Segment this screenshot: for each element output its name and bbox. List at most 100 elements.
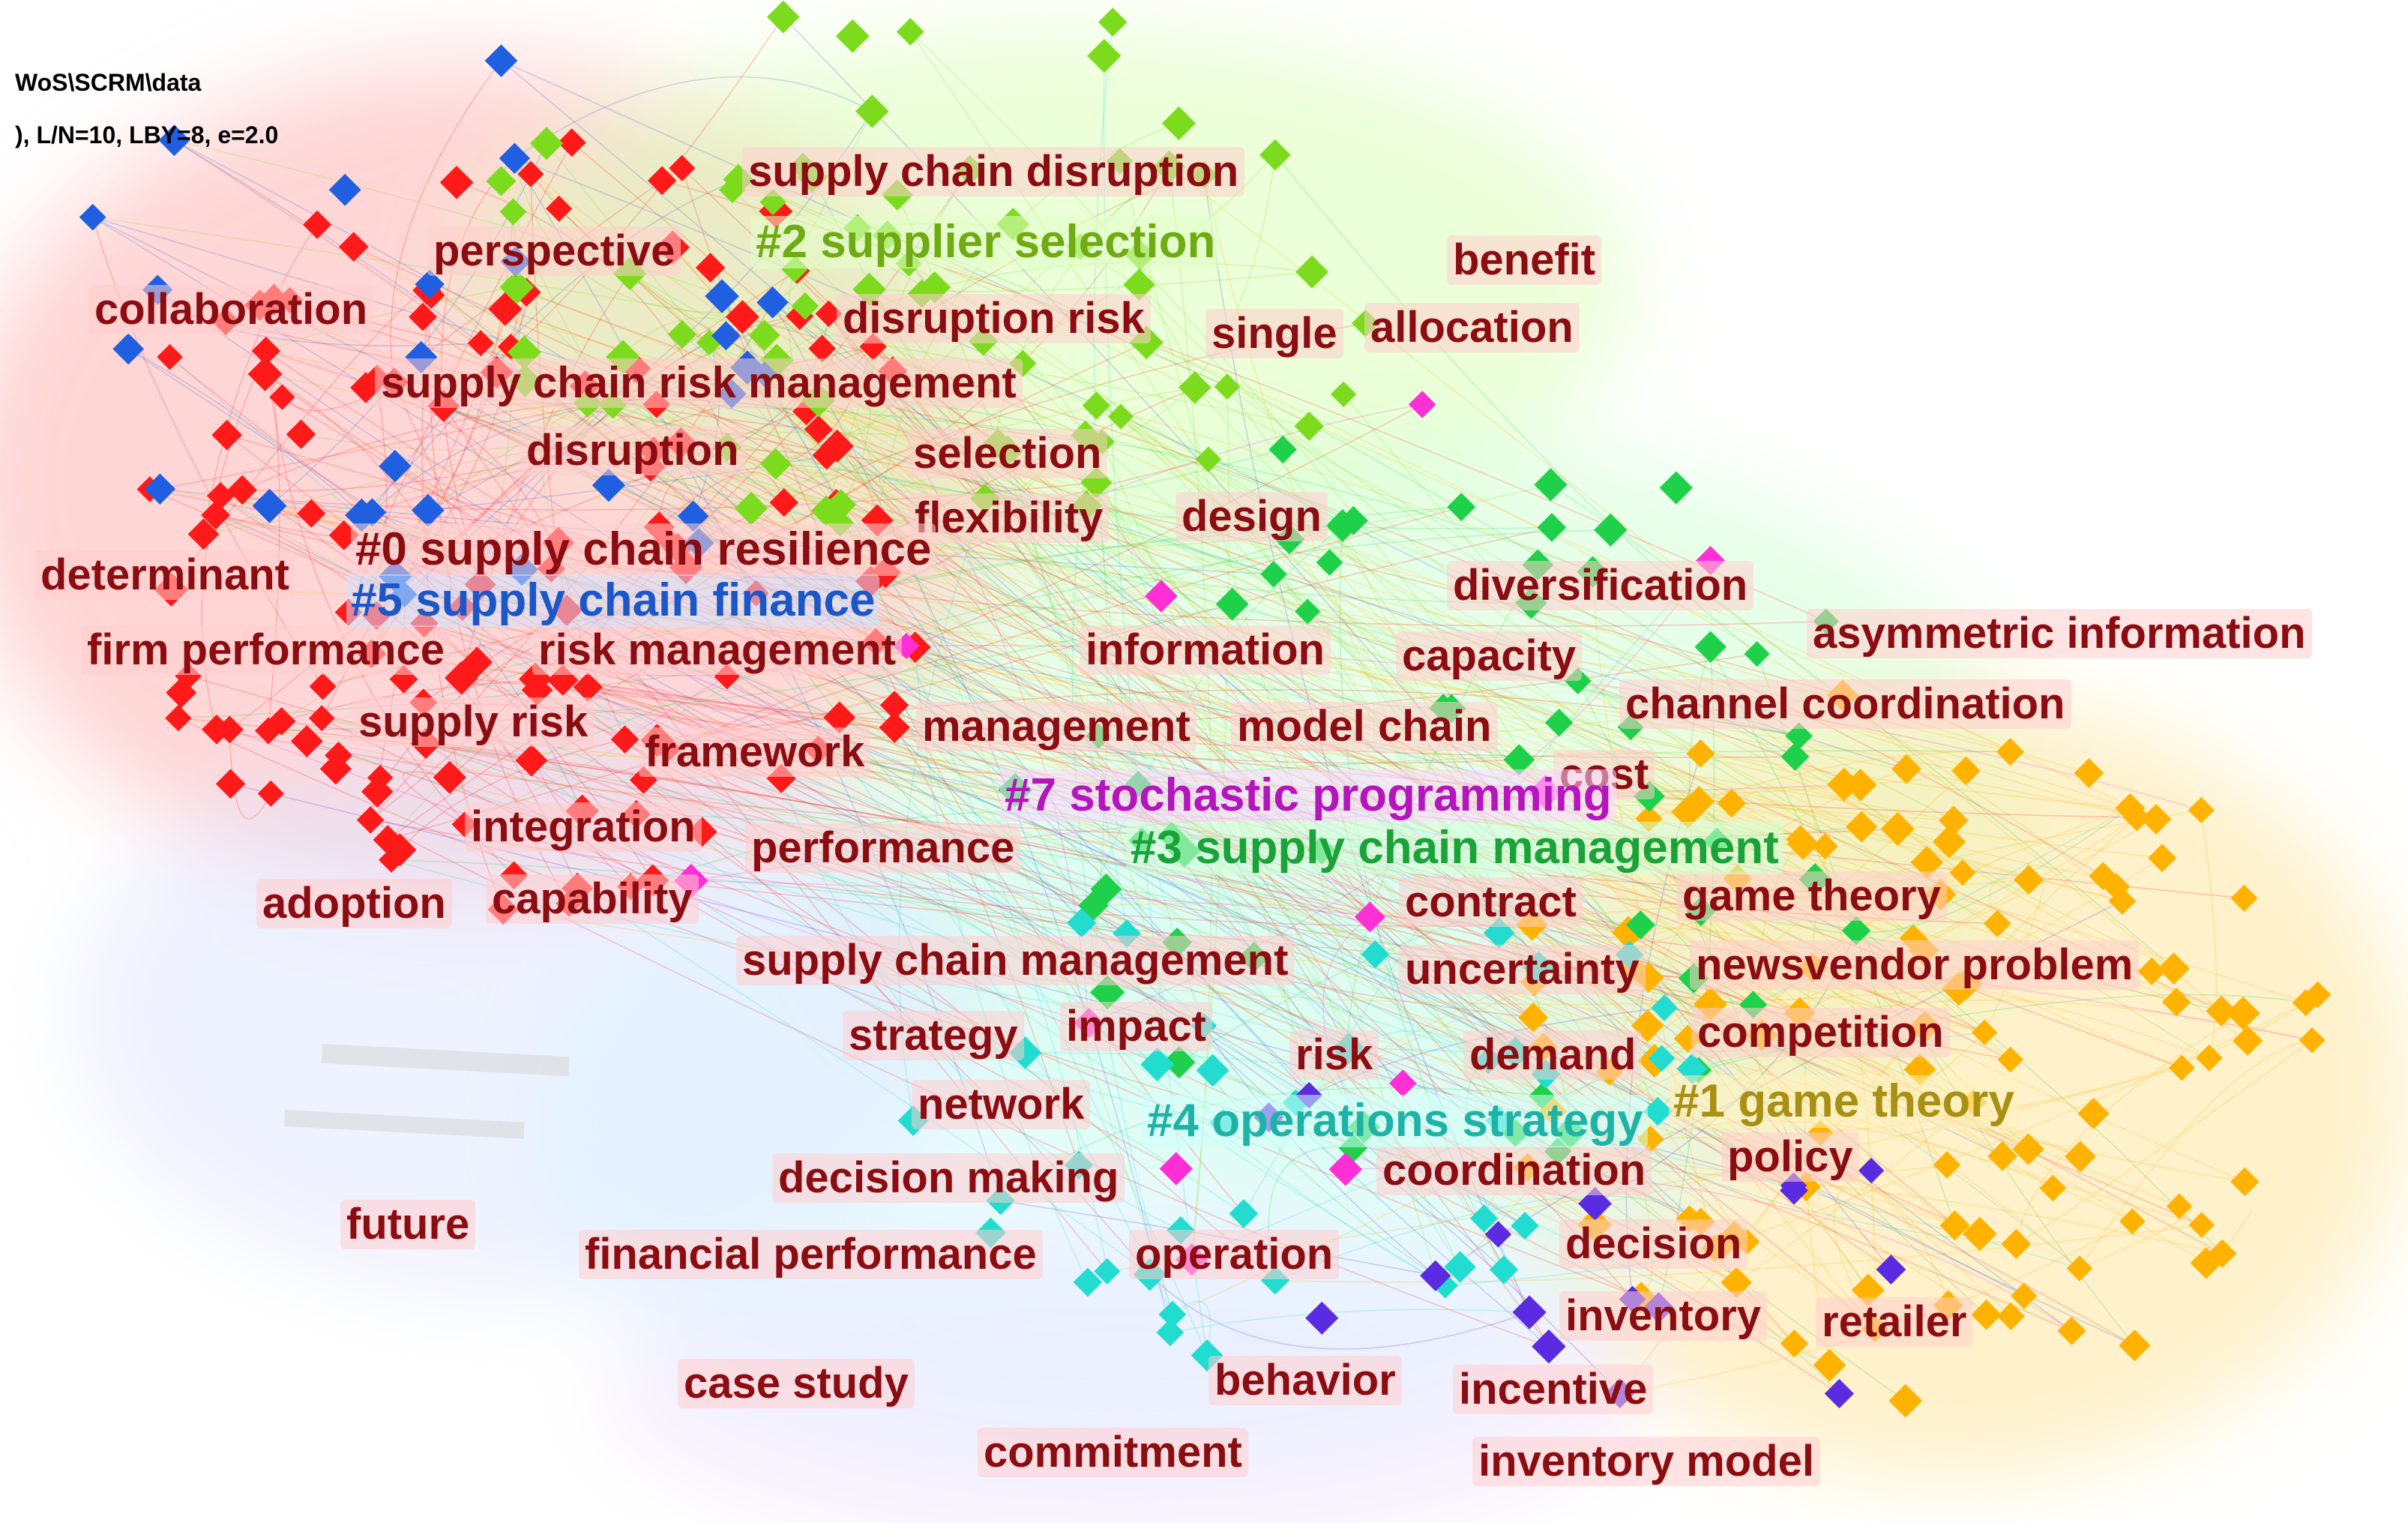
keyword-label: information bbox=[1080, 625, 1331, 675]
keyword-node bbox=[2206, 995, 2237, 1027]
keyword-label: supply chain management bbox=[736, 936, 1295, 985]
keyword-node bbox=[201, 500, 230, 530]
keyword-node bbox=[896, 17, 924, 46]
keyword-label: incentive bbox=[1453, 1365, 1654, 1414]
co-occurrence-link bbox=[721, 295, 1108, 1272]
keyword-node bbox=[1159, 1152, 1193, 1186]
co-occurrence-link bbox=[425, 742, 1547, 1075]
keyword-node bbox=[2140, 804, 2172, 835]
keyword-node bbox=[1780, 1330, 1809, 1358]
keyword-node bbox=[725, 300, 759, 334]
keyword-label: adoption bbox=[256, 879, 452, 928]
co-occurrence-link bbox=[521, 568, 2203, 1226]
keyword-label: impact bbox=[1060, 1002, 1212, 1051]
keyword-node bbox=[1676, 1053, 1708, 1084]
keyword-node bbox=[2233, 1025, 2263, 1056]
keyword-node bbox=[158, 124, 190, 157]
cluster-label-0: #0 supply chain resilience bbox=[351, 523, 936, 576]
keyword-node bbox=[667, 319, 697, 349]
keyword-node bbox=[461, 646, 493, 678]
keyword-node bbox=[2001, 1228, 2032, 1259]
co-occurrence-link bbox=[91, 217, 324, 687]
keyword-node bbox=[2077, 1097, 2110, 1130]
keyword-node bbox=[1996, 738, 2024, 766]
keyword-node bbox=[2161, 988, 2191, 1017]
co-occurrence-link bbox=[1086, 505, 1733, 804]
co-occurrence-link bbox=[726, 676, 1876, 1330]
keyword-label: coordination bbox=[1376, 1146, 1652, 1195]
keyword-node bbox=[1932, 825, 1966, 859]
keyword-node bbox=[879, 691, 909, 720]
co-occurrence-link bbox=[441, 157, 515, 585]
keyword-node bbox=[1325, 508, 1359, 542]
keyword-node bbox=[1949, 859, 1976, 886]
keyword-node bbox=[792, 397, 820, 426]
keyword-label: competition bbox=[1691, 1008, 1950, 1057]
keyword-node bbox=[486, 166, 517, 196]
keyword-node bbox=[766, 763, 796, 793]
keyword-node bbox=[515, 744, 548, 777]
keyword-node bbox=[1489, 1255, 1519, 1285]
co-occurrence-link bbox=[178, 717, 1595, 1205]
keyword-node bbox=[734, 491, 768, 525]
keyword-node bbox=[810, 495, 842, 527]
keyword-node bbox=[165, 704, 192, 732]
keyword-node bbox=[1643, 1096, 1673, 1126]
keyword-node bbox=[144, 473, 176, 505]
keyword-node bbox=[1578, 1186, 1613, 1221]
co-occurrence-link bbox=[887, 234, 1800, 737]
keyword-node bbox=[1532, 1329, 1566, 1364]
keyword-node bbox=[1420, 1260, 1451, 1291]
keyword-node bbox=[2299, 1027, 2326, 1054]
keyword-node bbox=[1824, 1378, 1855, 1409]
keyword-node bbox=[2226, 996, 2260, 1030]
keyword-node bbox=[499, 198, 527, 226]
keyword-node bbox=[257, 780, 284, 807]
keyword-node bbox=[1686, 739, 1715, 768]
keyword-node bbox=[1087, 38, 1122, 73]
keyword-label: management bbox=[916, 702, 1197, 751]
keyword-node bbox=[766, 0, 800, 34]
co-occurrence-link bbox=[391, 739, 625, 861]
file-path-text: WoS\SCRM\data bbox=[15, 69, 202, 96]
keyword-node bbox=[1544, 708, 1574, 737]
keyword-node bbox=[519, 662, 553, 696]
keyword-node bbox=[383, 833, 417, 867]
keyword-node bbox=[201, 714, 232, 745]
keyword-label: chain bbox=[1372, 702, 1498, 751]
keyword-node bbox=[361, 775, 394, 808]
keyword-label: selection bbox=[907, 429, 1108, 478]
keyword-node bbox=[1671, 795, 1705, 829]
keyword-node bbox=[409, 302, 437, 331]
keyword-node bbox=[808, 334, 837, 363]
keyword-node bbox=[1910, 846, 1944, 879]
co-occurrence-link bbox=[1089, 1022, 1446, 1287]
keyword-node bbox=[1651, 994, 1678, 1021]
keyword-node bbox=[439, 166, 474, 199]
co-occurrence-link bbox=[690, 880, 2313, 1041]
keyword-node bbox=[1511, 1211, 1539, 1240]
keyword-node bbox=[1933, 1151, 1961, 1179]
keyword-node bbox=[2108, 887, 2137, 915]
keyword-node bbox=[112, 333, 145, 365]
keyword-node bbox=[2166, 1193, 2193, 1219]
keyword-node bbox=[2137, 957, 2166, 985]
co-occurrence-link bbox=[514, 76, 873, 159]
keyword-node bbox=[433, 760, 466, 794]
keyword-label: newsvendor problem bbox=[1690, 940, 2140, 990]
keyword-node bbox=[1140, 1048, 1175, 1081]
co-occurrence-link bbox=[514, 157, 1002, 1201]
keyword-node bbox=[1354, 901, 1385, 933]
keyword-node bbox=[2064, 1141, 2096, 1173]
keyword-node bbox=[290, 725, 323, 757]
keyword-node bbox=[319, 753, 352, 785]
keyword-node bbox=[308, 705, 335, 732]
keyword-node bbox=[1648, 1045, 1676, 1072]
keyword-node bbox=[812, 441, 841, 470]
keyword-node bbox=[415, 269, 445, 299]
keyword-node bbox=[1156, 1318, 1185, 1347]
keyword-node bbox=[1305, 1301, 1339, 1335]
keyword-label: disruption risk bbox=[837, 294, 1151, 343]
keyword-node bbox=[2012, 1133, 2044, 1165]
keyword-node bbox=[1066, 907, 1097, 938]
